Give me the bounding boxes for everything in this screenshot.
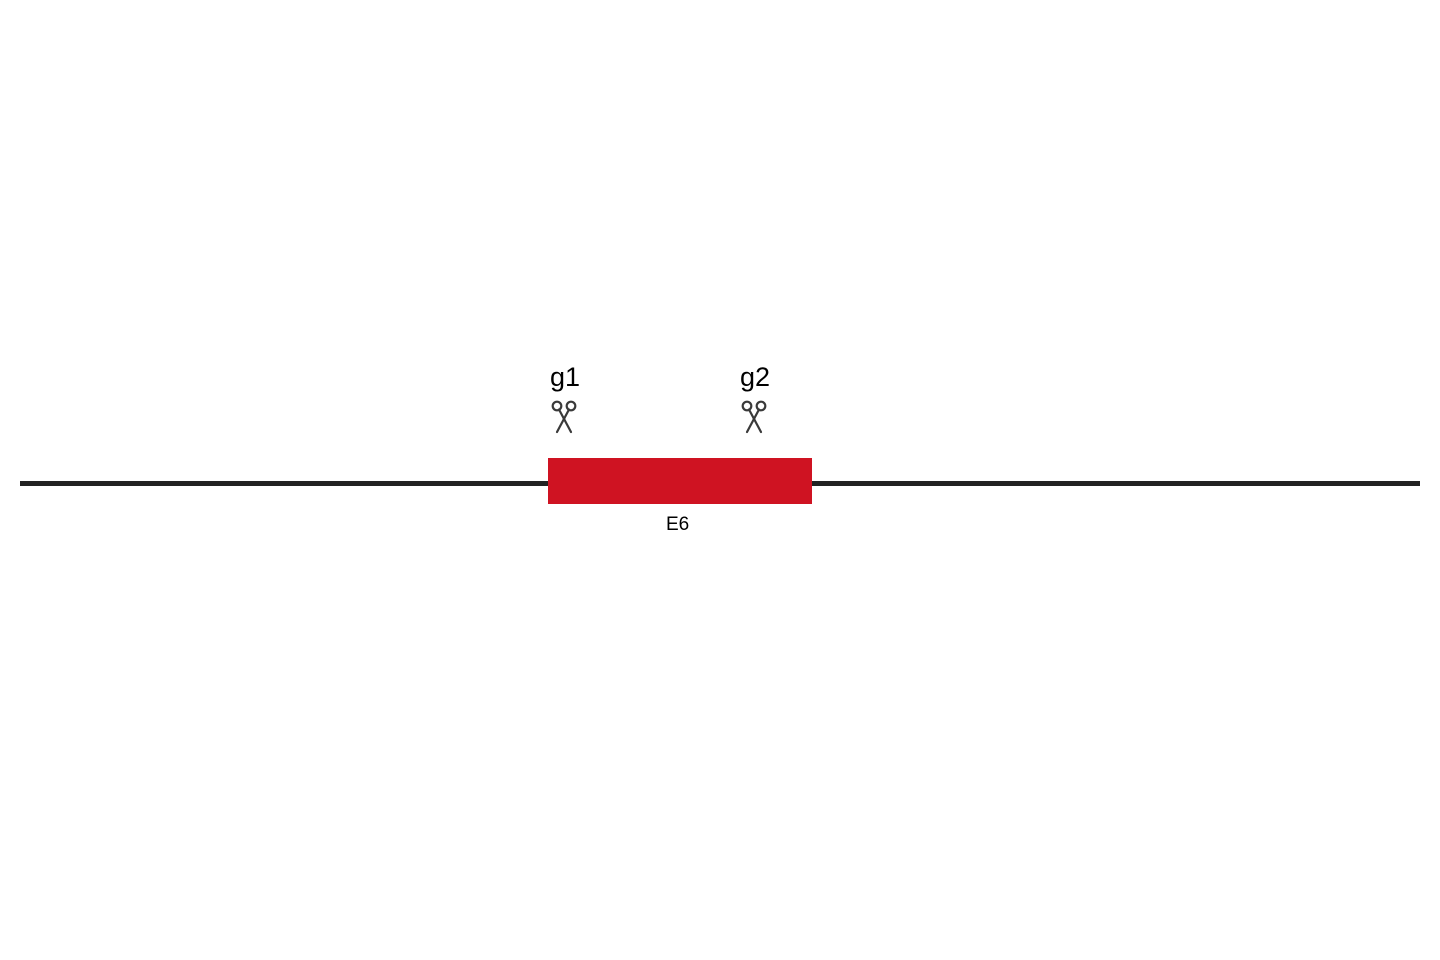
scissors-icon — [740, 400, 768, 434]
exon-box — [548, 458, 812, 504]
cut-label-g1: g1 — [550, 362, 580, 393]
gene-line-right — [812, 481, 1420, 486]
scissors-icon — [550, 400, 578, 434]
gene-line-left — [20, 481, 548, 486]
cut-label-g2: g2 — [740, 362, 770, 393]
exon-label: E6 — [666, 514, 689, 536]
